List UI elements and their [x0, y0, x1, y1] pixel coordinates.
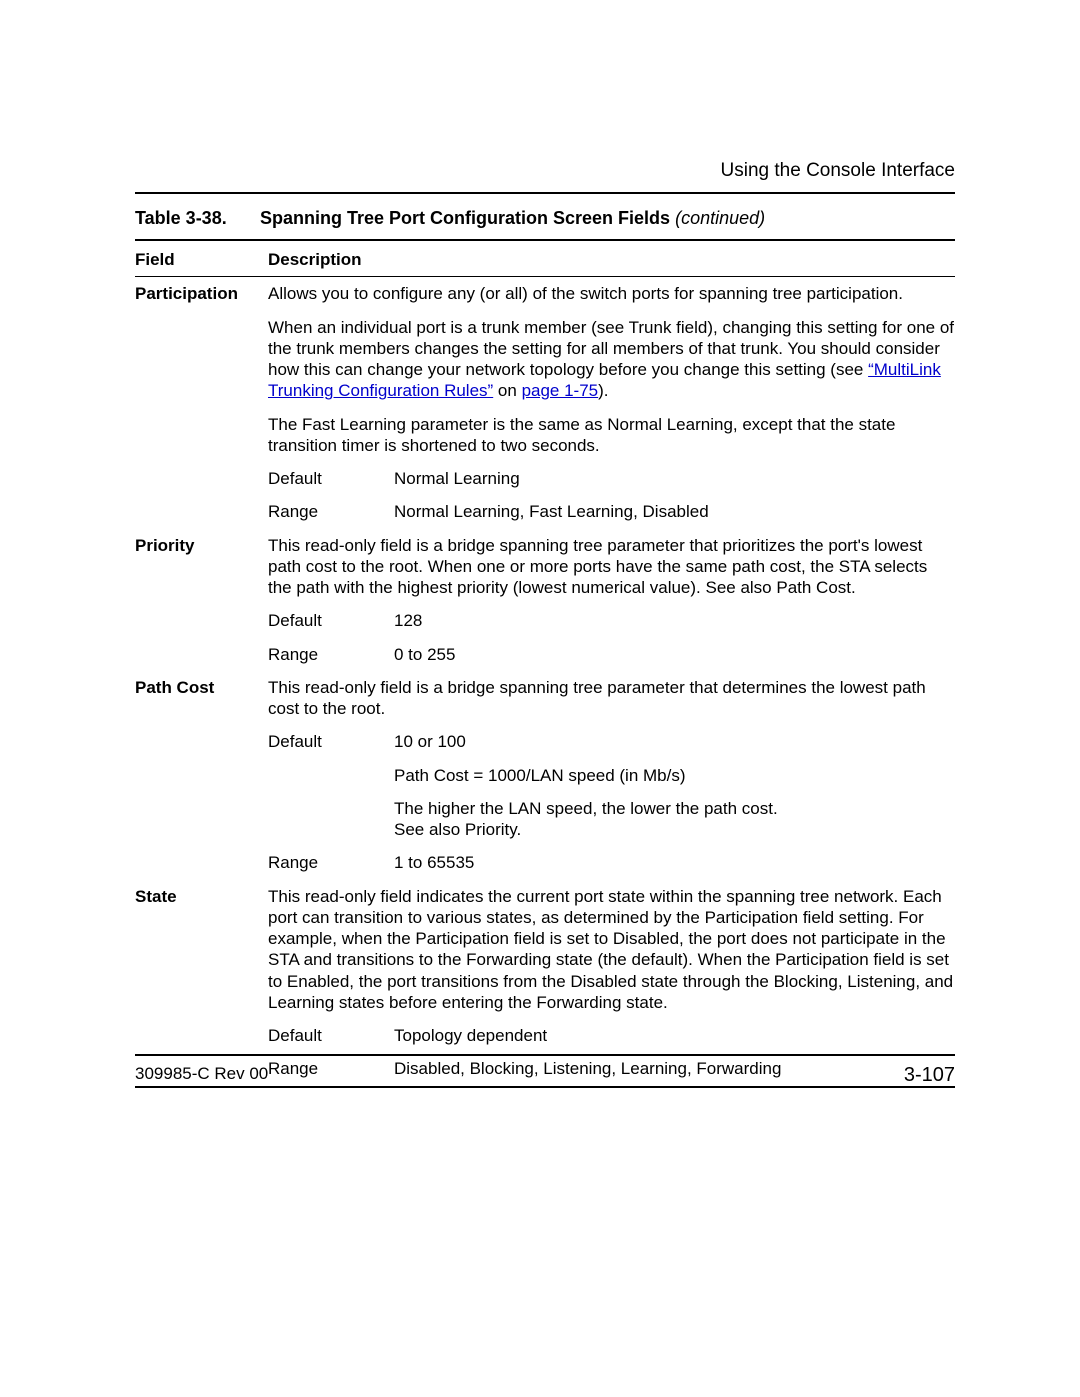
subfield-value: Normal Learning [394, 468, 955, 489]
table-subrow: Default128 [135, 604, 955, 637]
description-cell: This read-only field indicates the curre… [268, 886, 955, 1014]
table-subrow: Path Cost = 1000/LAN speed (in Mb/s) [135, 759, 955, 792]
field-name-cell [135, 644, 268, 665]
description-cell: RangeNormal Learning, Fast Learning, Dis… [268, 501, 955, 522]
subfield-value: 128 [394, 610, 955, 631]
description-cell: The Fast Learning parameter is the same … [268, 414, 955, 457]
field-name-cell: State [135, 886, 268, 1014]
subfield-value: 0 to 255 [394, 644, 955, 665]
subfield-value: 10 or 100 [394, 731, 955, 752]
table-subrow: DefaultTopology dependent [135, 1019, 955, 1052]
field-name-cell [135, 798, 268, 841]
table-caption-title: Spanning Tree Port Configuration Screen … [260, 208, 955, 229]
description-cell: Default128 [268, 610, 955, 631]
table-subrow: Range1 to 65535 [135, 846, 955, 879]
subfield-label: Default [268, 610, 394, 631]
subfield-value: Topology dependent [394, 1025, 955, 1046]
column-header-description: Description [268, 249, 955, 270]
field-name-cell: Participation [135, 283, 268, 304]
table-row: Path CostThis read-only field is a bridg… [135, 671, 955, 726]
field-name-cell [135, 731, 268, 752]
field-name-cell [135, 501, 268, 522]
table-body: ParticipationAllows you to configure any… [135, 277, 955, 1085]
field-name-cell [135, 852, 268, 873]
table-row: When an individual port is a trunk membe… [135, 311, 955, 408]
table-caption: Table 3-38. Spanning Tree Port Configura… [135, 194, 955, 239]
description-cell: Allows you to configure any (or all) of … [268, 283, 955, 304]
subfield-label: Default [268, 1025, 394, 1046]
document-page: Using the Console Interface Table 3-38. … [0, 0, 1080, 1397]
subfield-label: Range [268, 644, 394, 665]
table-header-row: Field Description [135, 241, 955, 276]
subfield-label: Default [268, 731, 394, 752]
description-cell: The higher the LAN speed, the lower the … [268, 798, 955, 841]
description-cell: DefaultTopology dependent [268, 1025, 955, 1046]
fields-table: Field Description ParticipationAllows yo… [135, 239, 955, 1088]
description-cell: When an individual port is a trunk membe… [268, 317, 955, 402]
sentence-end: ). [598, 381, 608, 400]
caption-title-text: Spanning Tree Port Configuration Screen … [260, 208, 670, 228]
table-subrow: The higher the LAN speed, the lower the … [135, 792, 955, 847]
field-name-cell [135, 414, 268, 457]
field-name-cell [135, 765, 268, 786]
page-footer: 309985-C Rev 00 3-107 [135, 1054, 955, 1087]
subfield-value: Normal Learning, Fast Learning, Disabled [394, 501, 955, 522]
subfield-value: 1 to 65535 [394, 852, 955, 873]
field-name-cell: Path Cost [135, 677, 268, 720]
description-text: When an individual port is a trunk membe… [268, 318, 954, 380]
description-cell: Range0 to 255 [268, 644, 955, 665]
field-name-cell [135, 610, 268, 631]
field-name-cell [135, 1025, 268, 1046]
table-row: The Fast Learning parameter is the same … [135, 408, 955, 463]
field-name-cell: Priority [135, 535, 268, 599]
table-caption-number: Table 3-38. [135, 208, 260, 229]
subfield-label: Range [268, 852, 394, 873]
subfield-value: Path Cost = 1000/LAN speed (in Mb/s) [394, 765, 955, 786]
description-cell: This read-only field is a bridge spannin… [268, 535, 955, 599]
footer-row: 309985-C Rev 00 3-107 [135, 1056, 955, 1087]
subfield-label: Range [268, 501, 394, 522]
running-header: Using the Console Interface [135, 160, 955, 182]
subfield-value: The higher the LAN speed, the lower the … [394, 798, 955, 841]
table-subrow: Range0 to 255 [135, 638, 955, 671]
field-name-cell [135, 317, 268, 402]
subfield-label: Default [268, 468, 394, 489]
footer-page-number: 3-107 [904, 1064, 955, 1087]
page-reference-link[interactable]: page 1-75 [522, 381, 599, 400]
link-joiner-text: on [493, 381, 521, 400]
description-cell: Default10 or 100 [268, 731, 955, 752]
description-cell: Range1 to 65535 [268, 852, 955, 873]
subfield-label [268, 798, 394, 841]
field-name-cell [135, 468, 268, 489]
description-cell: Path Cost = 1000/LAN speed (in Mb/s) [268, 765, 955, 786]
table-row: PriorityThis read-only field is a bridge… [135, 529, 955, 605]
table-row: ParticipationAllows you to configure any… [135, 277, 955, 310]
table-subrow: Default10 or 100 [135, 725, 955, 758]
table-subrow: DefaultNormal Learning [135, 462, 955, 495]
table-row: StateThis read-only field indicates the … [135, 880, 955, 1020]
column-header-field: Field [135, 249, 268, 270]
subfield-label [268, 765, 394, 786]
description-cell: DefaultNormal Learning [268, 468, 955, 489]
caption-continued: (continued) [675, 208, 765, 228]
footer-doc-id: 309985-C Rev 00 [135, 1064, 268, 1087]
description-cell: This read-only field is a bridge spannin… [268, 677, 955, 720]
table-subrow: RangeNormal Learning, Fast Learning, Dis… [135, 495, 955, 528]
